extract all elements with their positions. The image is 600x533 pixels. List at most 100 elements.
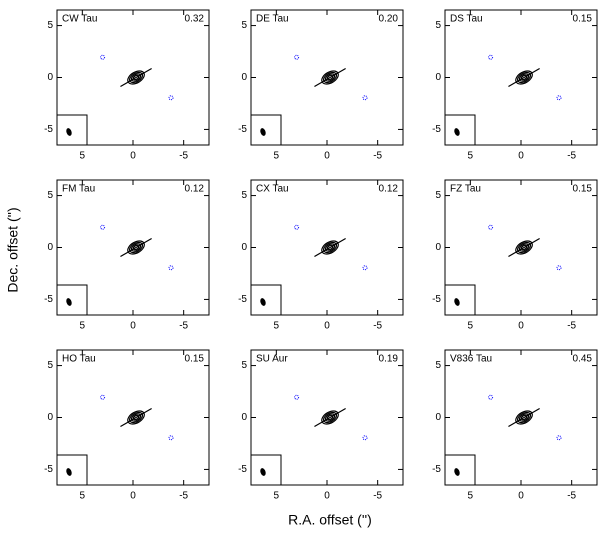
source-contours (314, 407, 346, 428)
noise-contour (100, 224, 106, 230)
position-angle (508, 407, 540, 428)
beam-box (444, 454, 476, 486)
y-tick-label: 5 (47, 190, 53, 201)
x-tick-label: 0 (130, 491, 136, 502)
noise-contour (362, 95, 368, 101)
position-angle (314, 67, 346, 88)
beam (454, 298, 460, 306)
x-tick-label: -5 (567, 151, 576, 162)
x-tick-label: 0 (130, 151, 136, 162)
noise-contour (556, 265, 562, 271)
beam (454, 128, 460, 136)
beam (260, 298, 266, 306)
source-contours (508, 237, 540, 258)
panel-annotation: 0.15 (185, 354, 205, 365)
panel-annotation: 0.32 (185, 14, 205, 25)
y-tick-label: 5 (241, 190, 247, 201)
position-angle (120, 237, 152, 258)
beam-box (444, 284, 476, 316)
panel-title: DS Tau (450, 14, 483, 25)
beam-box (56, 114, 88, 146)
x-tick-label: 0 (518, 491, 524, 502)
panel-annotation: 0.20 (379, 14, 399, 25)
x-tick-label: -5 (373, 321, 382, 332)
y-tick-label: 5 (435, 190, 441, 201)
panel-title: V836 Tau (450, 354, 492, 365)
panel-annotation: 0.15 (573, 184, 593, 195)
y-tick-label: 0 (435, 72, 441, 83)
position-angle (508, 67, 540, 88)
noise-contour (556, 435, 562, 441)
panel-title: SU Aur (256, 354, 288, 365)
y-tick-label: -5 (238, 124, 247, 135)
panel-title: CW Tau (62, 14, 97, 25)
noise-contour (100, 54, 106, 60)
panel-annotation: 0.15 (573, 14, 593, 25)
x-tick-label: -5 (373, 491, 382, 502)
panel-title: CX Tau (256, 184, 289, 195)
y-tick-label: 5 (241, 360, 247, 371)
noise-contour (294, 224, 300, 230)
noise-contour (362, 435, 368, 441)
x-tick-label: 5 (274, 491, 280, 502)
noise-contour (294, 394, 300, 400)
panel-title: FZ Tau (450, 184, 481, 195)
x-tick-label: 5 (80, 151, 86, 162)
noise-contour (556, 95, 562, 101)
x-tick-label: -5 (373, 151, 382, 162)
x-tick-label: -5 (567, 491, 576, 502)
source-contours (508, 67, 540, 88)
y-tick-label: -5 (432, 464, 441, 475)
y-axis-label: Dec. offset ('') (5, 207, 21, 292)
panel-annotation: 0.12 (379, 184, 399, 195)
x-tick-label: 5 (80, 491, 86, 502)
y-tick-label: -5 (44, 124, 53, 135)
panel-annotation: 0.12 (185, 184, 205, 195)
beam-box (250, 284, 282, 316)
x-tick-label: 0 (324, 491, 330, 502)
noise-contour (168, 435, 174, 441)
source-contours (120, 407, 152, 428)
x-tick-label: -5 (179, 151, 188, 162)
y-tick-label: 5 (47, 20, 53, 31)
x-tick-label: 5 (468, 321, 474, 332)
y-tick-label: 5 (47, 360, 53, 371)
beam-box (444, 114, 476, 146)
beam (260, 128, 266, 136)
y-tick-label: 0 (241, 72, 247, 83)
x-tick-label: 0 (130, 321, 136, 332)
x-tick-label: -5 (567, 321, 576, 332)
y-tick-label: 0 (241, 242, 247, 253)
x-tick-label: 0 (324, 321, 330, 332)
x-axis-label: R.A. offset ('') (288, 512, 372, 528)
source-contours (508, 407, 540, 428)
y-tick-label: 0 (47, 72, 53, 83)
x-tick-label: 5 (468, 491, 474, 502)
y-tick-label: 5 (435, 360, 441, 371)
x-tick-label: 0 (324, 151, 330, 162)
beam (454, 468, 460, 476)
y-tick-label: 5 (435, 20, 441, 31)
noise-contour (100, 394, 106, 400)
beam (260, 468, 266, 476)
y-tick-label: 0 (47, 242, 53, 253)
x-tick-label: -5 (179, 491, 188, 502)
noise-contour (488, 54, 494, 60)
x-tick-label: 5 (274, 151, 280, 162)
x-tick-label: -5 (179, 321, 188, 332)
position-angle (508, 237, 540, 258)
beam (66, 128, 72, 136)
noise-contour (488, 224, 494, 230)
source-contours (314, 237, 346, 258)
beam (66, 468, 72, 476)
noise-contour (488, 394, 494, 400)
noise-contour (362, 265, 368, 271)
panel-title: HO Tau (62, 354, 96, 365)
noise-contour (168, 95, 174, 101)
beam-box (250, 114, 282, 146)
y-tick-label: -5 (44, 464, 53, 475)
y-tick-label: 0 (241, 412, 247, 423)
x-tick-label: 0 (518, 321, 524, 332)
x-tick-label: 5 (80, 321, 86, 332)
